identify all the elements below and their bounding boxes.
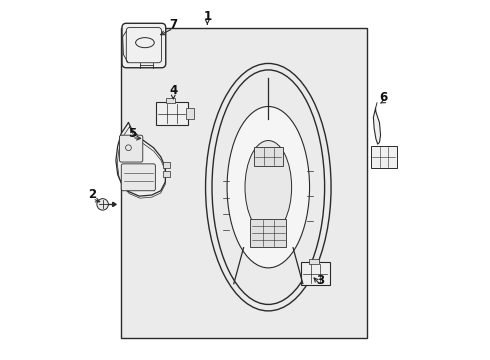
Text: 5: 5 — [128, 127, 136, 140]
Text: 1: 1 — [203, 10, 211, 23]
Text: 3: 3 — [316, 274, 324, 287]
Text: 2: 2 — [89, 188, 97, 201]
Polygon shape — [373, 108, 381, 144]
FancyBboxPatch shape — [186, 108, 194, 120]
Polygon shape — [113, 202, 116, 207]
FancyBboxPatch shape — [300, 262, 330, 285]
Text: 7: 7 — [169, 18, 177, 31]
FancyBboxPatch shape — [163, 171, 170, 177]
Polygon shape — [116, 123, 166, 196]
Text: 6: 6 — [379, 91, 387, 104]
Circle shape — [97, 199, 108, 210]
FancyBboxPatch shape — [156, 102, 188, 126]
FancyBboxPatch shape — [122, 164, 155, 191]
Text: 4: 4 — [169, 84, 177, 97]
FancyBboxPatch shape — [254, 147, 283, 166]
Ellipse shape — [227, 107, 310, 268]
FancyBboxPatch shape — [166, 98, 175, 103]
FancyBboxPatch shape — [250, 219, 286, 247]
FancyBboxPatch shape — [163, 162, 170, 168]
Ellipse shape — [245, 140, 292, 234]
FancyBboxPatch shape — [120, 135, 143, 162]
FancyBboxPatch shape — [309, 258, 319, 264]
FancyBboxPatch shape — [122, 23, 166, 68]
FancyBboxPatch shape — [371, 146, 397, 168]
Bar — [122, 28, 367, 338]
